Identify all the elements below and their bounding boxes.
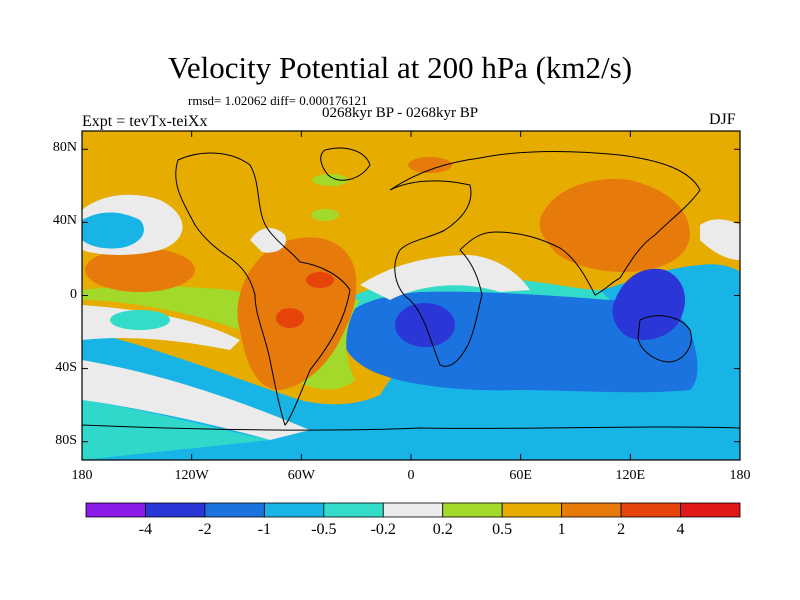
x-tick-label: 180 [729,468,751,483]
australia-coastline [637,315,692,363]
colorbar-label: -4 [138,521,153,538]
y-tick-label: 40S [55,359,77,375]
chart-title: Velocity Potential at 200 hPa (km2/s) [167,50,633,85]
colorbar-label: 4 [676,521,685,538]
x-tick-label: 120W [174,468,209,483]
colorbar-label: -1 [257,521,272,538]
colorbar-swatch [85,502,146,518]
eurasia-africa-coastline [389,151,701,367]
contour-field [82,131,740,460]
colorbar-swatch [263,502,325,518]
colorbar-label: -2 [198,521,212,538]
stats-line: rmsd= 1.02062 diff= 0.000176121 [188,93,368,108]
x-tick-label: 0 [407,468,415,483]
y-tick-label: 80N [52,140,77,156]
colorbar-label: 0.2 [432,521,453,538]
colorbar-swatch [501,502,563,518]
greenland-coastline [320,147,371,181]
period-line: 0268kyr BP - 0268kyr BP [322,105,479,121]
y-tick-label: 80S [55,432,77,448]
x-tick-label: 60W [287,468,315,483]
colorbar-swatch [382,502,444,518]
americas-coastline [175,152,351,426]
colorbar-swatch [680,502,741,518]
experiment-label: Expt = tevTx-teiXx [82,113,208,130]
colorbar-swatch [561,502,622,518]
x-tick-label: 60E [509,468,532,483]
colorbar-label: 0.5 [492,521,513,538]
colorbar [85,502,741,518]
y-tick-label: 40N [52,213,77,229]
x-tick-label: 120E [615,468,646,483]
colorbar-swatch [620,502,681,518]
colorbar-swatch [204,502,265,518]
colorbar-swatch [145,502,206,518]
colorbar-swatch [442,502,503,518]
x-tick-label: 180 [71,468,93,483]
colorbar-label: -0.5 [311,521,337,538]
coastlines [82,147,740,431]
colorbar-label: 1 [557,521,566,538]
axis-ticks [81,131,741,460]
antarctica-coastline [82,424,740,431]
colorbar-swatch [323,502,384,518]
colorbar-label: -0.2 [370,521,396,538]
y-tick-label: 0 [70,286,77,302]
season-label: DJF [709,111,736,128]
colorbar-label: 2 [617,521,626,538]
